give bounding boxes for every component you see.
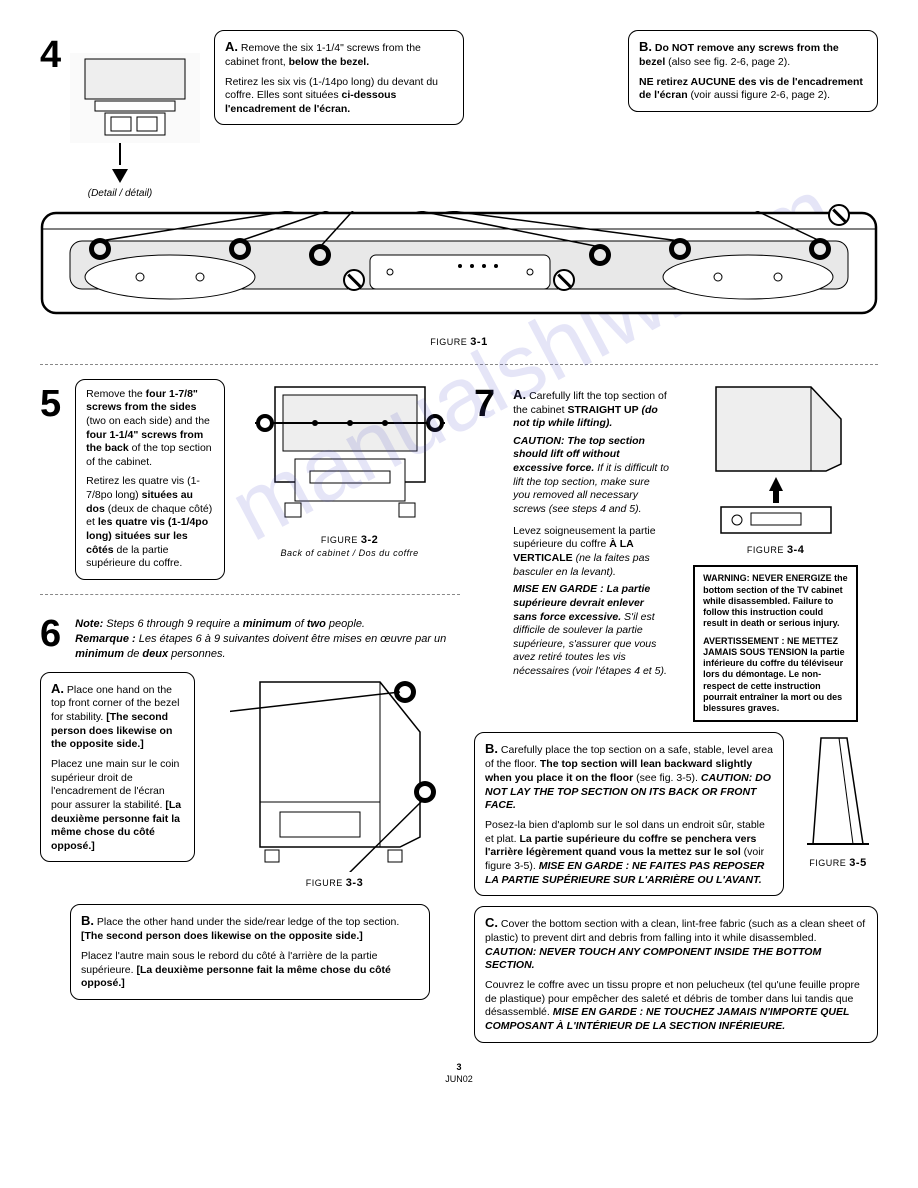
figure-3-4-label: FIGURE 3-4 xyxy=(747,543,804,558)
step7-callout-a: A. Carefully lift the top section of the… xyxy=(509,379,679,687)
divider xyxy=(40,364,878,365)
step4-callout-b: B. Do NOT remove any screws from the bez… xyxy=(628,30,878,112)
figure-3-4-diagram xyxy=(701,379,851,539)
page-footer: 3 JUN02 xyxy=(40,1061,878,1085)
detail-label: (Detail / détail) xyxy=(40,187,200,201)
step-6: 6 Note: Steps 6 through 9 require a mini… xyxy=(40,609,460,1000)
detail-diagram xyxy=(70,53,200,143)
figure-3-3-label: FIGURE 3-3 xyxy=(306,876,363,891)
step6-callout-b: B. Place the other hand under the side/r… xyxy=(70,904,430,999)
step5-text: Remove the four 1-7/8" screws from the s… xyxy=(75,379,225,580)
arrow-down-icon xyxy=(112,169,128,183)
step6-note-fr: Remarque : Les étapes 6 à 9 suivantes do… xyxy=(75,632,460,662)
step-7: 7 A. Carefully lift the top section of t… xyxy=(474,379,878,1043)
step-4: 4 (Detail / détail) A. Remove the six 1-… xyxy=(40,30,878,350)
prohibit-icon xyxy=(343,269,365,291)
figure-3-3-diagram xyxy=(230,672,440,872)
step-7-number: 7 xyxy=(474,379,495,430)
step7-callout-c: C. Cover the bottom section with a clean… xyxy=(474,906,878,1042)
step6-callout-a: A. Place one hand on the top front corne… xyxy=(40,672,195,863)
figure-3-5-label: FIGURE 3-5 xyxy=(809,856,866,871)
divider xyxy=(40,594,460,595)
figure-3-1-label: FIGURE 3-1 xyxy=(40,335,878,350)
arrow-down-icon xyxy=(119,143,121,165)
step-6-number: 6 xyxy=(40,609,61,660)
figure-3-5-diagram xyxy=(803,732,873,852)
step4-callout-a: A. Remove the six 1-1/4" screws from the… xyxy=(214,30,464,125)
prohibit-icon xyxy=(828,204,850,226)
prohibit-icon xyxy=(553,269,575,291)
figure-3-2-label: FIGURE 3-2 Back of cabinet / Dos du coff… xyxy=(281,533,419,560)
step-5-number: 5 xyxy=(40,379,61,430)
step6-note-en: Note: Steps 6 through 9 require a minimu… xyxy=(75,617,460,632)
figure-3-1-diagram xyxy=(40,211,878,331)
step-5: 5 Remove the four 1-7/8" screws from the… xyxy=(40,379,460,580)
warning-box: WARNING: NEVER ENERGIZE the bottom secti… xyxy=(693,565,858,722)
step7-callout-b: B. Carefully place the top section on a … xyxy=(474,732,784,896)
figure-3-2-diagram xyxy=(255,379,445,529)
